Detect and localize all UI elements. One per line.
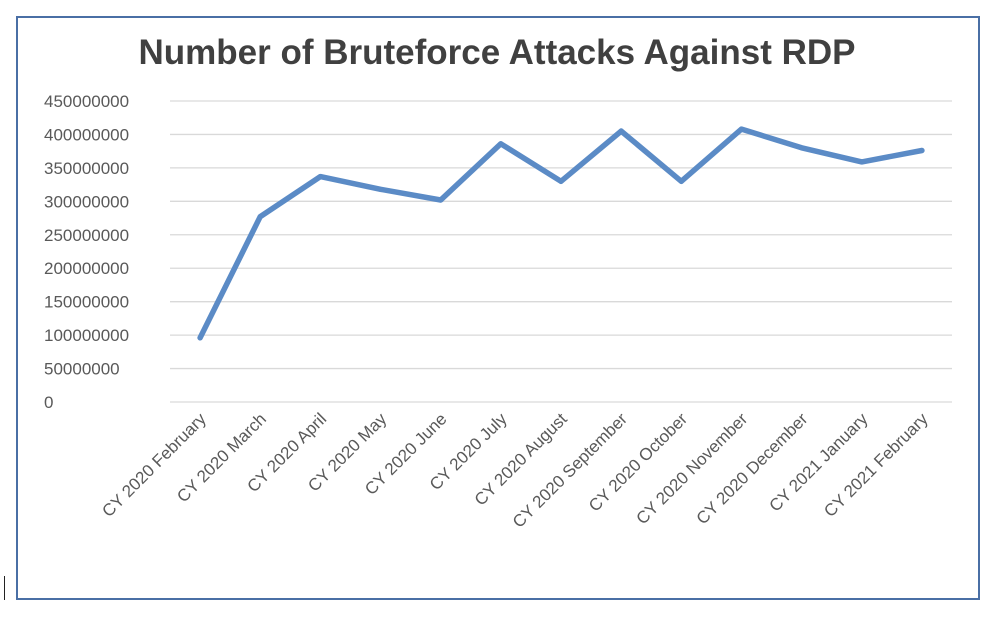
data-point xyxy=(197,335,202,340)
y-tick-label: 250000000 xyxy=(44,226,129,245)
y-tick-label: 300000000 xyxy=(44,192,129,211)
y-tick-label: 350000000 xyxy=(44,159,129,178)
data-point xyxy=(919,148,924,153)
data-point xyxy=(739,126,744,131)
data-point xyxy=(258,214,263,219)
data-point xyxy=(498,141,503,146)
x-tick-label: CY 2020 February xyxy=(98,409,210,521)
y-tick-label: 400000000 xyxy=(44,125,129,144)
x-tick-label: CY 2020 September xyxy=(509,409,631,531)
x-tick-label: CY 2021 February xyxy=(820,409,932,521)
y-axis-tick-labels: 0 50000000 100000000 150000000 200000000 2500… xyxy=(44,92,129,412)
y-tick-label: 100000000 xyxy=(44,326,129,345)
y-tick-label: 450000000 xyxy=(44,92,129,111)
data-point xyxy=(619,129,624,134)
data-point xyxy=(859,159,864,164)
chart-title: Number of Bruteforce Attacks Against RDP xyxy=(139,33,856,72)
grid-lines xyxy=(170,101,952,402)
series-line-0 xyxy=(200,129,922,338)
x-tick-label: CY 2020 December xyxy=(693,409,812,528)
data-point xyxy=(318,174,323,179)
data-point xyxy=(558,179,563,184)
y-tick-label: 150000000 xyxy=(44,293,129,312)
y-tick-label: 0 xyxy=(44,393,53,412)
data-point xyxy=(378,187,383,192)
data-point xyxy=(799,145,804,150)
y-tick-label: 200000000 xyxy=(44,259,129,278)
series-layer xyxy=(197,126,924,340)
data-point xyxy=(438,197,443,202)
y-tick-label: 50000000 xyxy=(44,360,120,379)
data-point xyxy=(679,179,684,184)
x-tick-label: CY 2020 November xyxy=(632,409,751,528)
